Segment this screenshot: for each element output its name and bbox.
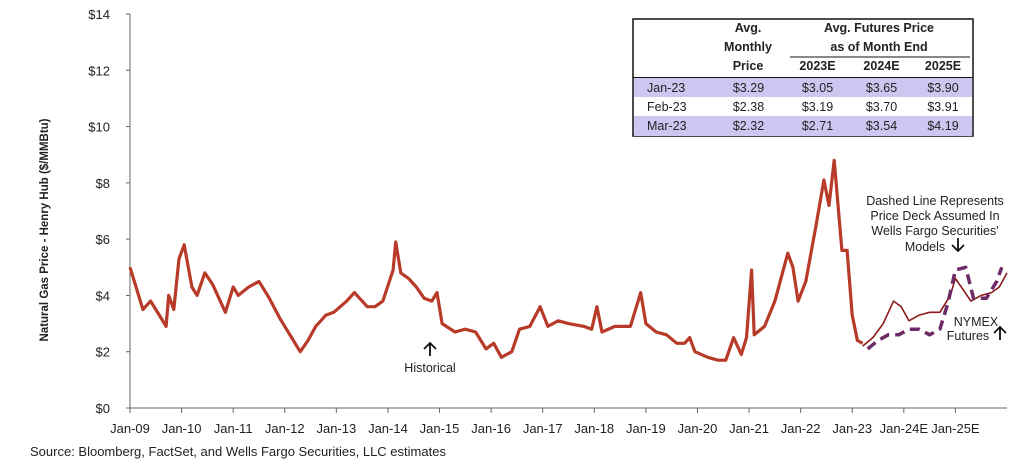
annotation: Futures — [947, 329, 989, 343]
x-tick-label: Jan-13 — [316, 421, 356, 436]
table-cell: Feb-23 — [647, 100, 687, 114]
series-line — [866, 265, 1004, 351]
table-header: 2024E — [863, 59, 899, 73]
annotation: Wells Fargo Securities' — [871, 224, 998, 238]
annotation: Price Deck Assumed In — [870, 209, 999, 223]
y-axis-label: Natural Gas Price - Henry Hub ($/MMBtu) — [39, 118, 51, 341]
annotation: Dashed Line Represents — [866, 194, 1004, 208]
table: Avg. Monthly Price Avg. Futures Price as of … — [632, 18, 974, 137]
arrows — [423, 238, 1007, 356]
arrow-deck — [951, 238, 965, 253]
table-cell: $3.70 — [866, 100, 897, 114]
y-tick-label: $6 — [96, 232, 110, 247]
table-header: 2025E — [925, 59, 961, 73]
x-tick-label: Jan-16 — [471, 421, 511, 436]
x-tick-label: Jan-09 — [110, 421, 150, 436]
table-header: as of Month End — [830, 40, 927, 54]
y-tick-label: $4 — [96, 288, 110, 303]
table-cell: Mar-23 — [647, 119, 687, 133]
source: Source: Bloomberg, FactSet, and Wells Fa… — [30, 444, 446, 459]
y-tick-label: $8 — [96, 176, 110, 191]
annotation: Historical — [404, 361, 455, 375]
series-line — [128, 158, 864, 362]
x-tick-label: Jan-24E — [880, 421, 929, 436]
arrow-nymex — [993, 325, 1007, 340]
x-tick-label: Jan-23 — [832, 421, 872, 436]
x-tick-label: Jan-12 — [265, 421, 305, 436]
x-tick-label: Jan-10 — [162, 421, 202, 436]
table-cell: $3.19 — [802, 100, 833, 114]
row-highlight — [634, 116, 972, 136]
table-cell: Jan-23 — [647, 81, 685, 95]
annotation: NYMEX — [954, 315, 999, 329]
table-cell: $3.65 — [866, 81, 897, 95]
table-header: Monthly — [724, 40, 772, 54]
table-header: Avg. — [735, 21, 762, 35]
table-cell: $3.54 — [866, 119, 897, 133]
table-header: 2023E — [799, 59, 835, 73]
y-tick-label: $2 — [96, 345, 110, 360]
x-tick-label: Jan-25E — [931, 421, 980, 436]
row-highlight — [634, 78, 972, 97]
y-tick-label: $14 — [88, 7, 110, 22]
y-tick-label: $0 — [96, 401, 110, 416]
y-tick-label: $12 — [88, 63, 110, 78]
x-tick-label: Jan-15 — [420, 421, 460, 436]
x-tick-label: Jan-17 — [523, 421, 563, 436]
x-tick-label: Jan-22 — [781, 421, 821, 436]
x-tick-label: Jan-19 — [626, 421, 666, 436]
table-cell: $3.05 — [802, 81, 833, 95]
x-tick-label: Jan-21 — [729, 421, 769, 436]
table-cell: $2.71 — [802, 119, 833, 133]
table-cell: $3.29 — [733, 81, 764, 95]
table-cell: $2.38 — [733, 100, 764, 114]
arrow-historical — [423, 341, 437, 356]
table-header: Price — [733, 59, 764, 73]
x-tick-label: Jan-18 — [574, 421, 614, 436]
annotation: Models — [905, 240, 945, 254]
table-cell: $3.90 — [927, 81, 958, 95]
table-cell: $2.32 — [733, 119, 764, 133]
series-line — [862, 272, 1008, 347]
table-cell: $4.19 — [927, 119, 958, 133]
x-tick-label: Jan-20 — [678, 421, 718, 436]
y-tick-label: $10 — [88, 120, 110, 135]
table-cell: $3.91 — [927, 100, 958, 114]
x-tick-label: Jan-14 — [368, 421, 408, 436]
table-header: Avg. Futures Price — [824, 21, 934, 35]
x-tick-label: Jan-11 — [214, 421, 253, 436]
